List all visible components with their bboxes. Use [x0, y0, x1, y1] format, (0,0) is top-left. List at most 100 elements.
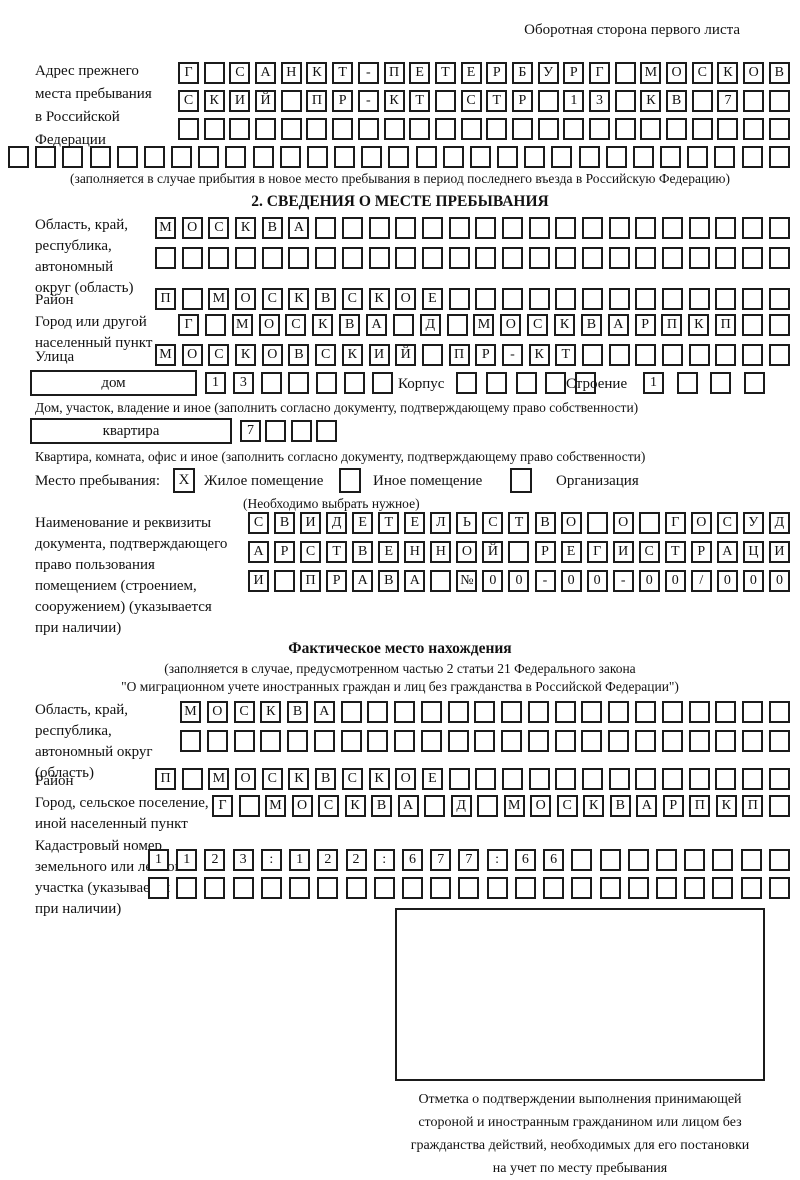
char-cell[interactable]: [741, 146, 763, 168]
char-cell[interactable]: С: [178, 90, 199, 112]
char-cell[interactable]: О: [261, 344, 283, 366]
char-cell[interactable]: [316, 372, 338, 394]
char-cell[interactable]: [229, 118, 251, 140]
char-cell[interactable]: К: [344, 795, 366, 817]
char-cell[interactable]: Е: [404, 512, 426, 534]
char-cell[interactable]: [290, 420, 312, 442]
char-cell[interactable]: О: [500, 314, 522, 336]
char-cell[interactable]: М: [473, 314, 495, 336]
char-cell[interactable]: Н: [280, 62, 302, 84]
char-cell[interactable]: [421, 217, 443, 239]
char-cell[interactable]: К: [368, 288, 390, 310]
char-cell[interactable]: [280, 118, 302, 140]
char-cell[interactable]: [743, 90, 765, 112]
char-cell[interactable]: [662, 768, 684, 790]
char-cell[interactable]: [388, 146, 410, 168]
char-cell[interactable]: [635, 344, 657, 366]
char-cell[interactable]: 2: [204, 849, 226, 871]
char-cell[interactable]: [289, 877, 311, 899]
char-cell[interactable]: М: [265, 795, 287, 817]
char-cell[interactable]: [605, 146, 627, 168]
char-cell[interactable]: [315, 420, 337, 442]
char-cell[interactable]: Й: [482, 541, 504, 563]
char-cell[interactable]: [501, 217, 523, 239]
char-cell[interactable]: [528, 217, 550, 239]
char-cell[interactable]: [635, 768, 657, 790]
char-cell[interactable]: [688, 247, 710, 269]
char-cell[interactable]: В: [352, 541, 374, 563]
char-cell[interactable]: Р: [274, 541, 296, 563]
char-cell[interactable]: 0: [716, 570, 738, 592]
char-cell[interactable]: [279, 146, 301, 168]
char-cell[interactable]: [373, 877, 395, 899]
char-cell[interactable]: [586, 512, 608, 534]
char-cell[interactable]: [715, 768, 737, 790]
char-cell[interactable]: 2: [345, 849, 367, 871]
char-cell[interactable]: В: [261, 217, 283, 239]
char-cell[interactable]: К: [306, 62, 328, 84]
char-cell[interactable]: С: [300, 541, 322, 563]
char-cell[interactable]: С: [691, 62, 713, 84]
char-cell[interactable]: [768, 217, 790, 239]
char-cell[interactable]: -: [501, 344, 523, 366]
char-cell[interactable]: О: [530, 795, 552, 817]
char-cell[interactable]: [555, 288, 577, 310]
char-cell[interactable]: [742, 768, 764, 790]
char-cell[interactable]: В: [287, 701, 309, 723]
char-cell[interactable]: [225, 146, 247, 168]
char-cell[interactable]: [717, 118, 739, 140]
char-cell[interactable]: 0: [638, 570, 660, 592]
char-cell[interactable]: К: [528, 344, 550, 366]
char-cell[interactable]: [401, 877, 423, 899]
char-cell[interactable]: М: [640, 62, 662, 84]
char-cell[interactable]: С: [229, 62, 251, 84]
char-cell[interactable]: И: [300, 512, 322, 534]
char-cell[interactable]: 0: [586, 570, 608, 592]
char-cell[interactable]: К: [554, 314, 576, 336]
char-cell[interactable]: Г: [212, 795, 233, 817]
char-cell[interactable]: [383, 118, 405, 140]
char-cell[interactable]: [662, 217, 684, 239]
char-cell[interactable]: Р: [511, 90, 533, 112]
char-cell[interactable]: Ь: [456, 512, 478, 534]
char-cell[interactable]: 7: [240, 420, 261, 442]
char-cell[interactable]: [501, 730, 523, 752]
char-cell[interactable]: Р: [563, 62, 585, 84]
char-cell[interactable]: Е: [421, 288, 443, 310]
char-cell[interactable]: П: [300, 570, 322, 592]
char-cell[interactable]: [448, 247, 470, 269]
char-cell[interactable]: [742, 344, 764, 366]
char-cell[interactable]: 7: [717, 90, 739, 112]
char-cell[interactable]: [233, 730, 255, 752]
char-cell[interactable]: [635, 288, 657, 310]
char-cell[interactable]: П: [742, 795, 764, 817]
char-cell[interactable]: [344, 372, 366, 394]
char-cell[interactable]: П: [715, 314, 737, 336]
char-cell[interactable]: [448, 768, 470, 790]
char-cell[interactable]: [181, 288, 203, 310]
char-cell[interactable]: [180, 730, 201, 752]
char-cell[interactable]: [501, 288, 523, 310]
char-cell[interactable]: 2: [317, 849, 339, 871]
char-cell[interactable]: Е: [560, 541, 582, 563]
char-cell[interactable]: [688, 701, 710, 723]
char-cell[interactable]: [537, 90, 559, 112]
char-cell[interactable]: [8, 146, 29, 168]
char-cell[interactable]: О: [181, 217, 203, 239]
char-cell[interactable]: В: [609, 795, 631, 817]
char-cell[interactable]: П: [155, 768, 176, 790]
char-cell[interactable]: [742, 314, 764, 336]
char-cell[interactable]: [768, 768, 790, 790]
char-cell[interactable]: [545, 372, 567, 394]
char-cell[interactable]: [662, 288, 684, 310]
char-cell[interactable]: К: [640, 90, 662, 112]
char-cell[interactable]: [420, 701, 442, 723]
char-cell[interactable]: 1: [176, 849, 198, 871]
char-cell[interactable]: [178, 118, 199, 140]
char-cell[interactable]: [447, 701, 469, 723]
char-cell[interactable]: М: [208, 288, 230, 310]
char-cell[interactable]: Р: [634, 314, 656, 336]
char-cell[interactable]: [599, 849, 621, 871]
char-cell[interactable]: С: [285, 314, 307, 336]
char-cell[interactable]: [589, 118, 610, 140]
